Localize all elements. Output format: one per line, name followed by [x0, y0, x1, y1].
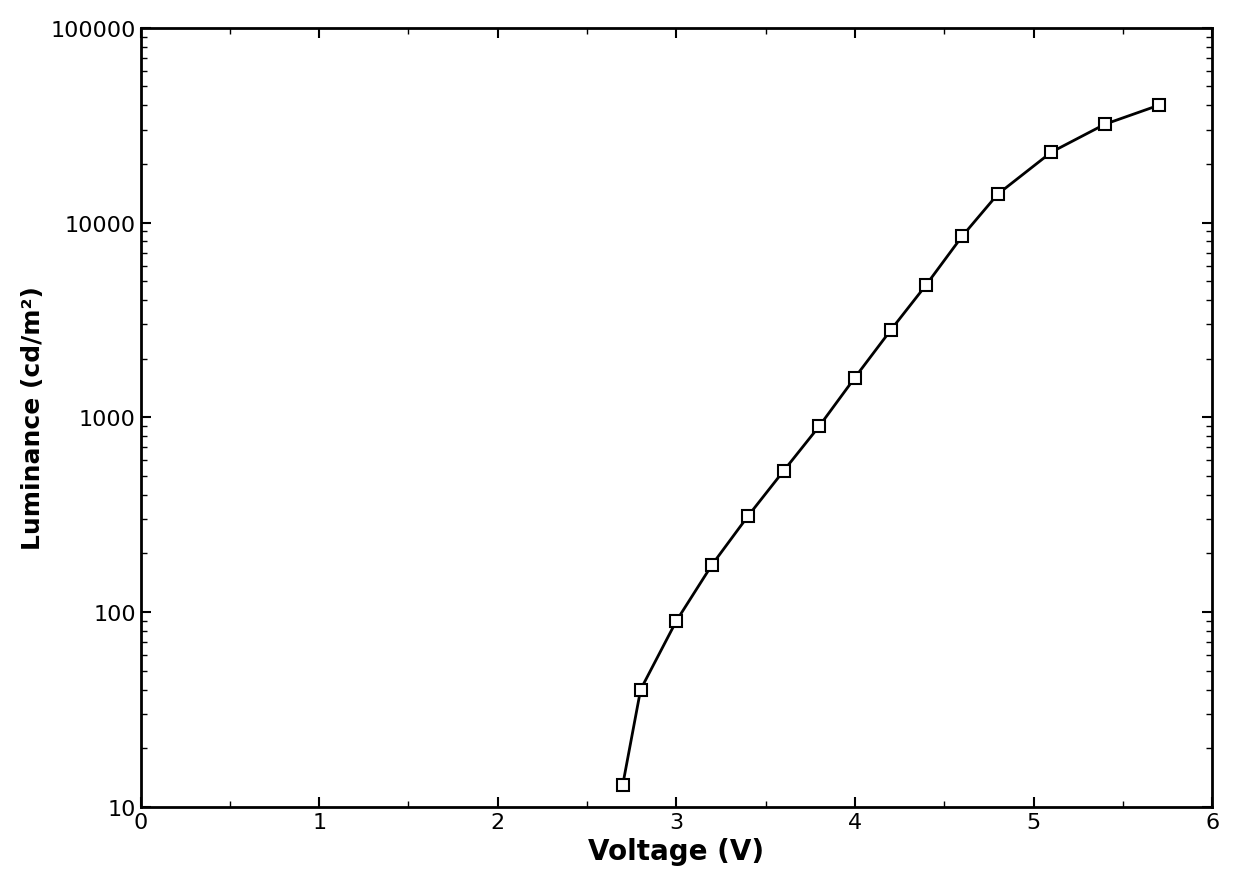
X-axis label: Voltage (V): Voltage (V): [588, 837, 764, 866]
Y-axis label: Luminance (cd/m²): Luminance (cd/m²): [21, 286, 45, 549]
